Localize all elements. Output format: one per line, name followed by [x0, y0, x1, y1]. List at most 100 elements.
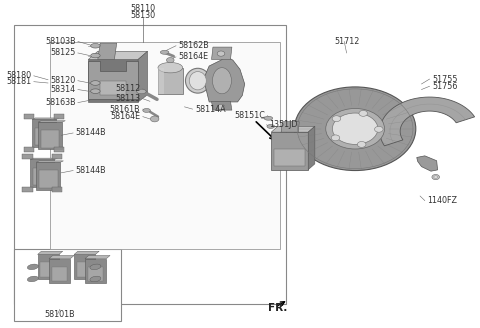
Circle shape — [434, 176, 438, 178]
Text: 51756: 51756 — [432, 82, 457, 91]
Text: 58113: 58113 — [115, 94, 141, 103]
Text: 58114A: 58114A — [195, 105, 226, 113]
Polygon shape — [49, 259, 70, 283]
Polygon shape — [74, 255, 96, 279]
Polygon shape — [212, 47, 232, 59]
Text: 58181: 58181 — [6, 77, 31, 86]
Polygon shape — [54, 147, 64, 152]
Ellipse shape — [91, 81, 100, 85]
Text: 51755: 51755 — [432, 74, 457, 84]
Text: 58110: 58110 — [130, 4, 156, 13]
Polygon shape — [38, 121, 65, 122]
Circle shape — [294, 87, 416, 171]
Polygon shape — [100, 81, 126, 95]
Ellipse shape — [90, 276, 101, 282]
Polygon shape — [22, 154, 33, 159]
Text: 58180: 58180 — [6, 71, 31, 80]
Ellipse shape — [189, 72, 206, 90]
Polygon shape — [38, 122, 62, 149]
Polygon shape — [88, 61, 138, 99]
Polygon shape — [212, 101, 232, 110]
Text: 58163B: 58163B — [45, 98, 75, 107]
Text: 58120: 58120 — [50, 76, 75, 85]
Ellipse shape — [143, 109, 150, 113]
Text: 58161B: 58161B — [110, 105, 141, 113]
Circle shape — [150, 116, 159, 122]
Polygon shape — [41, 130, 60, 148]
Polygon shape — [24, 147, 35, 152]
Polygon shape — [204, 56, 245, 102]
Text: 1351JD: 1351JD — [269, 120, 298, 129]
Polygon shape — [33, 168, 51, 185]
Polygon shape — [158, 68, 182, 94]
Text: 58125: 58125 — [50, 49, 75, 57]
Polygon shape — [52, 154, 62, 159]
Polygon shape — [85, 256, 110, 259]
Circle shape — [338, 117, 372, 140]
Polygon shape — [74, 251, 99, 255]
Polygon shape — [271, 126, 315, 132]
Text: 58164E: 58164E — [179, 52, 208, 61]
Polygon shape — [32, 119, 56, 147]
Text: 58164E: 58164E — [110, 112, 141, 121]
Text: 58103B: 58103B — [45, 37, 75, 46]
Text: 1140FZ: 1140FZ — [427, 196, 457, 205]
Polygon shape — [49, 256, 74, 259]
Bar — [14, 25, 287, 304]
Polygon shape — [380, 97, 475, 146]
Text: 58314: 58314 — [50, 85, 75, 94]
Text: 58112: 58112 — [115, 84, 141, 93]
Circle shape — [167, 57, 174, 63]
Circle shape — [331, 135, 340, 141]
Bar — [14, 249, 120, 321]
Polygon shape — [52, 267, 68, 281]
Ellipse shape — [185, 68, 210, 93]
Polygon shape — [30, 158, 58, 159]
Polygon shape — [39, 171, 58, 188]
Ellipse shape — [27, 264, 38, 270]
Ellipse shape — [27, 276, 38, 282]
Ellipse shape — [158, 62, 182, 73]
Text: 58144B: 58144B — [75, 129, 106, 137]
Polygon shape — [281, 122, 299, 132]
Ellipse shape — [91, 89, 100, 93]
Polygon shape — [24, 114, 35, 119]
Ellipse shape — [91, 53, 100, 58]
Circle shape — [432, 174, 440, 180]
Circle shape — [332, 116, 341, 122]
Ellipse shape — [264, 116, 273, 120]
Polygon shape — [88, 51, 147, 59]
Ellipse shape — [267, 125, 275, 128]
Polygon shape — [98, 43, 117, 59]
Text: 58151C: 58151C — [234, 111, 265, 120]
Polygon shape — [35, 128, 53, 145]
Polygon shape — [308, 126, 315, 170]
Ellipse shape — [137, 89, 146, 94]
Ellipse shape — [91, 44, 100, 48]
Polygon shape — [138, 51, 147, 102]
Polygon shape — [36, 162, 60, 190]
Polygon shape — [77, 262, 93, 277]
Circle shape — [217, 104, 225, 110]
Polygon shape — [40, 262, 56, 277]
Polygon shape — [32, 118, 60, 119]
Polygon shape — [30, 159, 54, 187]
Text: 58130: 58130 — [130, 11, 156, 20]
Circle shape — [332, 113, 378, 144]
Polygon shape — [417, 156, 438, 171]
Text: 51712: 51712 — [334, 37, 360, 46]
Text: 58162B: 58162B — [179, 41, 209, 50]
Polygon shape — [88, 267, 104, 281]
Circle shape — [326, 109, 384, 149]
Circle shape — [358, 141, 366, 147]
Circle shape — [217, 51, 225, 56]
Bar — [50, 42, 280, 249]
Polygon shape — [158, 68, 164, 94]
Circle shape — [359, 111, 368, 116]
Polygon shape — [36, 161, 63, 162]
Polygon shape — [52, 187, 62, 192]
Polygon shape — [274, 149, 305, 166]
Polygon shape — [37, 255, 59, 279]
Polygon shape — [22, 187, 33, 192]
Ellipse shape — [160, 50, 169, 54]
